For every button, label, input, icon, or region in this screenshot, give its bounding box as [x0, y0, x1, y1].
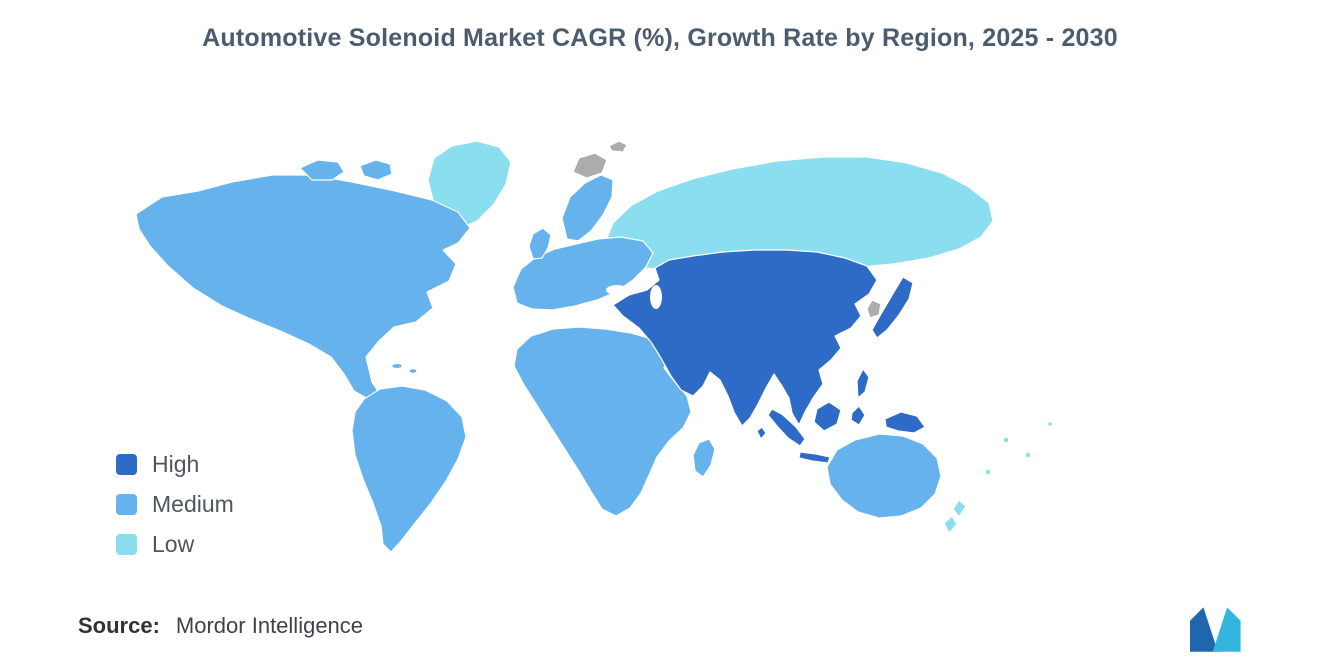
pacific-island-dot-1	[1003, 437, 1009, 443]
region-japan	[871, 276, 914, 339]
region-madagascar	[692, 438, 716, 478]
mordor-intelligence-logo-icon	[1190, 607, 1241, 652]
island-borneo	[813, 401, 842, 432]
pacific-island-dot-2	[1025, 452, 1031, 458]
region-scandinavia	[561, 174, 614, 242]
region-australia	[826, 433, 942, 519]
region-arctic-island-1	[299, 159, 345, 181]
legend-label-high: High	[152, 451, 200, 477]
region-south-korea	[866, 299, 882, 319]
region-north-america	[135, 174, 471, 401]
legend-item-low: Low	[116, 533, 234, 556]
source-text: Mordor Intelligence	[175, 613, 364, 638]
caspian-sea	[650, 285, 662, 309]
island-sri-lanka	[756, 426, 767, 440]
legend-swatch-medium-icon	[116, 494, 137, 515]
island-sulawesi	[850, 405, 866, 426]
pacific-island-dot-4	[1047, 421, 1053, 427]
pacific-island-dot-3	[985, 469, 991, 475]
region-philippines	[856, 368, 870, 399]
caribbean-island-2	[409, 368, 417, 374]
legend-swatch-high-icon	[116, 454, 137, 475]
legend-item-high: High	[116, 453, 234, 476]
legend: High Medium Low	[116, 453, 234, 556]
logo-right-shape	[1212, 607, 1241, 652]
region-arctic-island-2	[359, 159, 393, 181]
legend-label-low: Low	[152, 531, 195, 557]
island-sumatra	[767, 408, 806, 447]
region-united-kingdom	[528, 227, 552, 260]
island-new-guinea	[884, 411, 926, 434]
logo-left-shape	[1190, 607, 1218, 652]
region-south-america	[351, 385, 467, 553]
region-asia-middle-east-india-china	[612, 249, 878, 427]
region-africa	[513, 326, 692, 517]
caribbean-island-1	[391, 363, 403, 369]
region-iceland	[572, 152, 608, 179]
black-sea	[606, 285, 628, 295]
region-new-zealand-south	[943, 515, 958, 534]
region-svalbard	[608, 140, 628, 153]
island-java	[798, 451, 831, 464]
legend-swatch-low-icon	[116, 534, 137, 555]
legend-item-medium: Medium	[116, 493, 234, 516]
region-new-zealand-north	[952, 499, 967, 518]
source-line: Source: Mordor Intelligence	[78, 613, 363, 639]
source-label: Source:	[78, 613, 160, 638]
chart-title: Automotive Solenoid Market CAGR (%), Gro…	[202, 24, 1118, 52]
legend-label-medium: Medium	[152, 491, 234, 517]
